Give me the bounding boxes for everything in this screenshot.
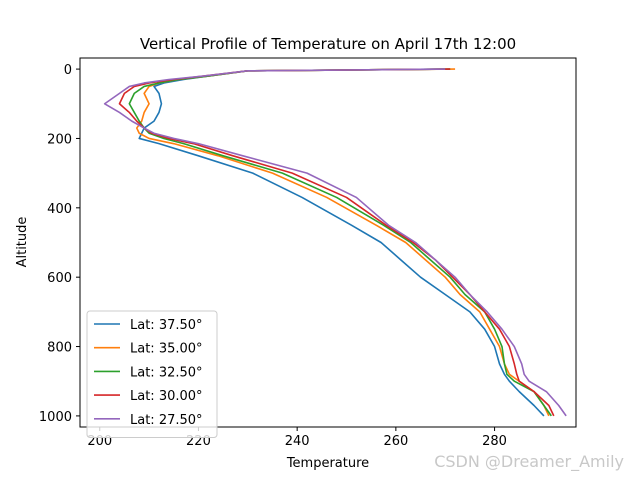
- legend-label-1: Lat: 35.00°: [130, 342, 203, 357]
- plot-lines: [103, 68, 567, 417]
- series-line-4: [103, 68, 567, 417]
- y-tick-label: 800: [47, 341, 72, 356]
- legend-label-3: Lat: 30.00°: [130, 389, 203, 404]
- y-tick-label: 0: [64, 63, 72, 78]
- x-tick-label: 280: [482, 434, 507, 449]
- watermark: CSDN @Dreamer_Amily: [434, 452, 624, 471]
- chart-title: Vertical Profile of Temperature on April…: [140, 35, 516, 53]
- y-tick-label: 400: [47, 202, 72, 217]
- legend-box: [86, 310, 218, 438]
- legend: Lat: 37.50° Lat: 35.00° Lat: 32.50° Lat: 30…: [86, 310, 218, 438]
- legend-label-4: Lat: 27.50°: [130, 413, 203, 428]
- series-line-3: [118, 68, 555, 417]
- x-tick-label: 240: [285, 434, 310, 449]
- x-axis-label: Temperature: [286, 456, 369, 471]
- series-line-2: [128, 68, 552, 417]
- x-tick-label: 260: [383, 434, 408, 449]
- y-axis: 0 200 400 600 800 1000: [39, 63, 80, 425]
- y-tick-label: 600: [47, 271, 72, 286]
- y-tick-label: 200: [47, 132, 72, 147]
- plot-frame: [79, 57, 577, 428]
- series-line-0: [138, 68, 545, 417]
- legend-label-0: Lat: 37.50°: [130, 318, 203, 333]
- legend-label-2: Lat: 32.50°: [130, 365, 203, 380]
- y-axis-label: Altitude: [15, 217, 30, 268]
- y-tick-label: 1000: [39, 410, 72, 425]
